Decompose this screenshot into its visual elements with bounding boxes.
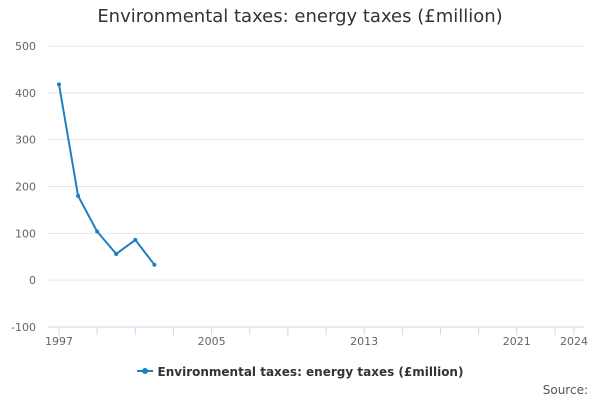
y-tick-label: 0 bbox=[29, 274, 36, 287]
data-point[interactable] bbox=[152, 262, 157, 267]
y-tick-label: 400 bbox=[15, 87, 36, 100]
data-point[interactable] bbox=[57, 82, 61, 87]
y-tick-label: 500 bbox=[15, 40, 36, 53]
data-point[interactable] bbox=[76, 193, 81, 198]
x-tick-label: 2021 bbox=[503, 335, 531, 348]
x-axis-labels: 1997 2005 2013 2021 2024 bbox=[45, 335, 588, 348]
x-tick-label: 2024 bbox=[560, 335, 588, 348]
y-axis-labels: 500 400 300 200 100 0 -100 bbox=[11, 40, 36, 334]
x-tick-label: 2005 bbox=[198, 335, 226, 348]
legend-label[interactable]: Environmental taxes: energy taxes (£mill… bbox=[157, 365, 464, 379]
data-point[interactable] bbox=[95, 229, 100, 234]
data-point[interactable] bbox=[133, 237, 138, 242]
data-point[interactable] bbox=[114, 251, 119, 256]
legend-marker bbox=[136, 365, 153, 377]
y-tick-label: 200 bbox=[15, 181, 36, 194]
series-energy-taxes[interactable] bbox=[57, 82, 157, 267]
chart-title: Environmental taxes: energy taxes (£mill… bbox=[97, 6, 503, 27]
source-label: Source: bbox=[542, 383, 588, 397]
series-line[interactable] bbox=[58, 83, 156, 266]
x-tick-label: 2013 bbox=[350, 335, 378, 348]
y-tick-label: 300 bbox=[15, 134, 36, 147]
x-tick-label: 1997 bbox=[45, 335, 73, 348]
y-tick-label: -100 bbox=[11, 321, 36, 334]
legend[interactable]: Environmental taxes: energy taxes (£mill… bbox=[0, 365, 600, 379]
x-axis bbox=[48, 326, 584, 335]
grid-lines bbox=[48, 45, 584, 281]
y-tick-label: 100 bbox=[15, 227, 36, 240]
